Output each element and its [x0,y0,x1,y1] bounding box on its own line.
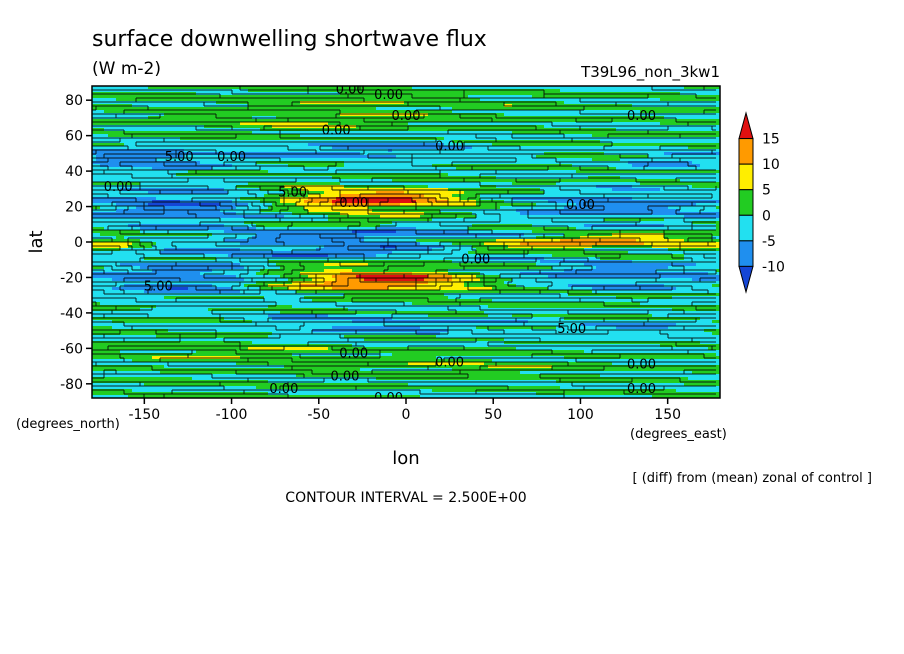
x-tick-label: 50 [484,407,502,423]
colorbar-label: 15 [762,132,780,148]
y-unit-label: (degrees_north) [16,417,120,432]
x-tick-label: -100 [216,407,248,423]
contour-label: 5.00 [557,322,586,337]
y-tick-label: -20 [60,270,83,286]
footer-note: [ (diff) from (mean) zonal of control ] [633,471,872,486]
contour-label: 0.00 [104,180,133,195]
y-tick-label: 20 [65,200,83,216]
y-tick-label: -80 [60,377,83,393]
contour-label: 0.00 [339,347,368,362]
y-tick-label: -40 [60,306,83,322]
contour-label: 0.00 [374,88,403,103]
y-tick-label: 40 [65,164,83,180]
run-label: T39L96_non_3kw1 [580,63,720,82]
contour-label: 0.00 [566,198,595,213]
y-tick-label: -60 [60,341,83,357]
colorbar-label: -10 [762,259,785,275]
colorbar-label: -5 [762,234,776,250]
colorbar-segment [738,240,754,267]
contour-label: 0.00 [374,391,403,406]
colorbar-label: 10 [762,157,780,173]
contour-interval: CONTOUR INTERVAL = 2.500E+00 [285,490,526,506]
contour-label: 0.00 [339,196,368,211]
colorbar-segment [738,189,754,216]
plot-area: 0.00 0.00 0.00 0.00 0.00 0.00 0.00 5.00 0.00 5.00… [91,83,721,406]
x-unit-label: (degrees_east) [630,427,727,442]
contour-label: 0.00 [336,83,365,98]
y-tick-label: 60 [65,129,83,145]
x-tick-label: 0 [402,407,411,423]
contour-label: 0.00 [461,253,490,268]
y-tick-label: 80 [65,93,83,109]
y-axis: 80 60 40 20 0 -20 -40 -60 -80 [60,93,92,393]
contour-label: 0.00 [435,356,464,371]
colorbar-segment [738,138,754,165]
contour-label: 0.00 [217,150,246,165]
x-tick-label: 150 [654,407,681,423]
y-tick-label: 0 [74,235,83,251]
x-tick-label: -50 [307,407,330,423]
x-tick-label: 100 [567,407,594,423]
x-axis: -150 -100 -50 0 50 100 150 [128,398,681,423]
contour-lines [92,86,717,398]
colorbar-segment [738,214,754,242]
colorbar-segment [738,163,754,191]
colorbar: 15 10 5 0 -5 -10 [738,111,785,294]
contour-label: 5.00 [278,185,307,200]
colorbar-label: 0 [762,208,771,224]
contour-label: 0.00 [435,139,464,154]
chart-title: surface downwelling shortwave flux [92,27,487,52]
chart-units: (W m-2) [92,59,161,79]
colorbar-segment [738,265,754,294]
colorbar-segment [738,111,754,140]
contour-label: 5.00 [144,279,173,294]
contour-label: 0.00 [322,123,351,138]
contour-label: 0.00 [392,109,421,124]
colorbar-label: 5 [762,183,771,199]
contour-label: 0.00 [330,370,359,385]
y-axis-label: lat [26,230,47,253]
contour-label: 0.00 [627,382,656,397]
contour-label: 0.00 [627,357,656,372]
x-tick-label: -150 [128,407,160,423]
contour-label: 0.00 [627,109,656,124]
x-axis-label: lon [392,448,419,469]
contour-labels: 0.00 0.00 0.00 0.00 0.00 0.00 0.00 5.00 0.00 5.00… [104,83,656,406]
contour-label: 0.00 [269,382,298,397]
contour-label: 5.00 [165,150,194,165]
